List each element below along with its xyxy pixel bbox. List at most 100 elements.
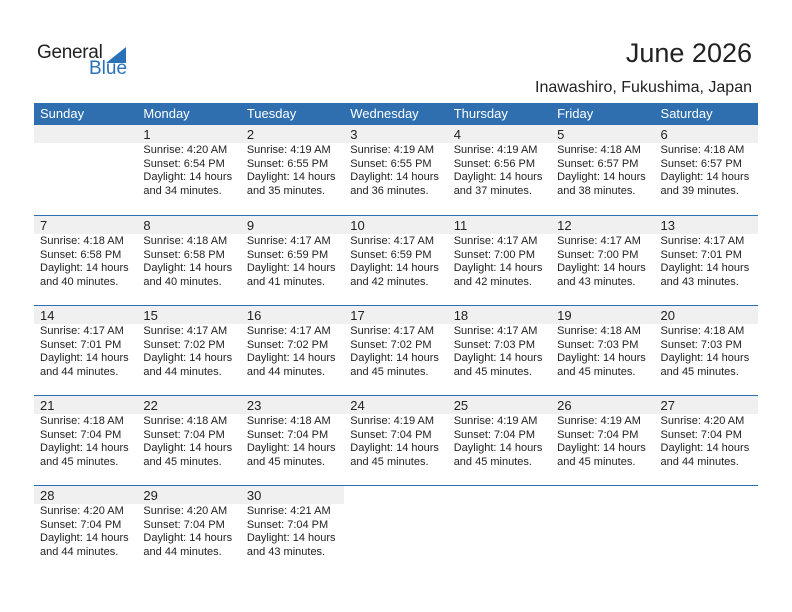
sunset-text: Sunset: 6:59 PM [246,248,329,261]
day-cell: 1 Sunrise: 4:20 AM Sunset: 6:54 PM Daylight… [137,125,241,215]
calendar-grid: Sunday Monday Tuesday Wednesday Thursday Frid… [34,103,758,575]
day-number: 9 [240,216,345,234]
day-number: 21 [34,396,138,414]
sunset-text: Sunset: 7:04 PM [143,518,225,531]
sunset-text: Sunset: 6:57 PM [660,157,742,170]
minutes-text: and 38 minutes. [557,184,636,197]
daylight-text: Daylight: 14 hours [453,442,543,454]
day-cell: 23 Sunrise: 4:18 AM Sunset: 7:04 PM Dayligh… [240,396,345,485]
day-info: Sunrise: 4:19 AM Sunset: 6:55 PM Daylight:… [344,143,447,198]
sunset-text: Sunset: 7:00 PM [557,248,639,261]
sunset-text: Sunset: 7:02 PM [350,338,432,351]
day-info: Sunrise: 4:20 AM Sunset: 7:04 PM Daylight:… [655,414,758,469]
sunset-text: Sunset: 7:04 PM [40,518,122,531]
sunset-text: Sunset: 7:03 PM [557,338,639,351]
sunrise-text: Sunrise: 4:17 AM [246,235,331,247]
day-number: 28 [34,486,138,504]
daylight-text: Daylight: 14 hours [557,262,646,274]
sunset-text: Sunset: 7:01 PM [660,248,742,261]
daylight-text: Daylight: 14 hours [557,442,646,454]
minutes-text: and 45 minutes. [453,365,532,378]
daylight-text: Daylight: 14 hours [143,442,233,454]
daylight-text: Daylight: 14 hours [246,352,336,364]
minutes-text: and 45 minutes. [40,455,119,468]
day-number [448,486,551,504]
daylight-text: Daylight: 14 hours [246,262,336,274]
day-cell: 11 Sunrise: 4:17 AM Sunset: 7:00 PM Dayligh… [447,216,552,305]
day-number: 18 [447,306,552,324]
day-cell: 4 Sunrise: 4:19 AM Sunset: 6:56 PM Daylight… [447,125,552,215]
sunset-text: Sunset: 6:54 PM [143,157,225,170]
day-number: 6 [654,125,758,143]
sunrise-text: Sunrise: 4:21 AM [246,505,331,517]
weekday-monday: Monday [143,106,190,121]
minutes-text: and 44 minutes. [143,365,222,378]
day-number: 22 [137,396,241,414]
sunrise-text: Sunrise: 4:17 AM [143,325,228,337]
minutes-text: and 44 minutes. [246,365,326,378]
day-cell: 20 Sunrise: 4:18 AM Sunset: 7:03 PM Dayligh… [654,306,758,395]
day-cell: 25 Sunrise: 4:19 AM Sunset: 7:04 PM Dayligh… [447,396,552,485]
day-cell: 7 Sunrise: 4:18 AM Sunset: 6:58 PM Daylight… [34,216,138,305]
daylight-text: Daylight: 14 hours [246,532,336,544]
minutes-text: and 45 minutes. [350,455,429,468]
daylight-text: Daylight: 14 hours [246,442,336,454]
sunrise-text: Sunrise: 4:17 AM [40,325,124,337]
sunset-text: Sunset: 7:04 PM [453,428,536,441]
sunrise-text: Sunrise: 4:19 AM [453,144,538,156]
day-cell: 6 Sunrise: 4:18 AM Sunset: 6:57 PM Daylight… [654,125,758,215]
sunrise-text: Sunrise: 4:17 AM [557,235,641,247]
logo: General Blue [37,42,132,82]
day-info: Sunrise: 4:18 AM Sunset: 7:04 PM Daylight:… [34,414,137,469]
minutes-text: and 45 minutes. [143,455,222,468]
sunset-text: Sunset: 7:01 PM [40,338,122,351]
day-number: 14 [34,306,138,324]
day-number: 27 [654,396,758,414]
weekday-wednesday: Wednesday [350,106,419,121]
sunrise-text: Sunrise: 4:18 AM [660,144,745,156]
sunrise-text: Sunrise: 4:17 AM [350,235,435,247]
day-cell: 10 Sunrise: 4:17 AM Sunset: 6:59 PM Dayligh… [344,216,448,305]
day-number: 16 [240,306,345,324]
day-number: 25 [447,396,552,414]
day-info: Sunrise: 4:18 AM Sunset: 7:03 PM Daylight:… [551,324,654,379]
week-row: 21 Sunrise: 4:18 AM Sunset: 7:04 PM Dayligh… [34,395,758,485]
sunrise-text: Sunrise: 4:18 AM [660,325,745,337]
daylight-text: Daylight: 14 hours [40,532,129,544]
minutes-text: and 45 minutes. [246,455,326,468]
empty-cell [551,486,654,575]
minutes-text: and 37 minutes. [453,184,532,197]
sunrise-text: Sunrise: 4:17 AM [246,325,331,337]
sunrise-text: Sunrise: 4:20 AM [143,505,228,517]
day-cell: 5 Sunrise: 4:18 AM Sunset: 6:57 PM Daylight… [551,125,655,215]
day-number: 7 [34,216,138,234]
sunrise-text: Sunrise: 4:18 AM [246,415,331,427]
sunrise-text: Sunrise: 4:20 AM [660,415,745,427]
minutes-text: and 45 minutes. [557,455,636,468]
day-number: 24 [344,396,448,414]
day-info: Sunrise: 4:17 AM Sunset: 7:03 PM Daylight:… [448,324,551,379]
sunrise-text: Sunrise: 4:18 AM [40,235,124,247]
minutes-text: and 44 minutes. [40,365,119,378]
daylight-text: Daylight: 14 hours [660,352,750,364]
sunrise-text: Sunrise: 4:18 AM [557,325,641,337]
day-number: 13 [654,216,758,234]
day-info: Sunrise: 4:20 AM Sunset: 7:04 PM Daylight:… [34,504,137,559]
sunrise-text: Sunrise: 4:19 AM [246,144,331,156]
day-info: Sunrise: 4:20 AM Sunset: 7:04 PM Daylight:… [137,504,240,559]
day-info: Sunrise: 4:17 AM Sunset: 7:00 PM Daylight:… [551,234,654,289]
sunset-text: Sunset: 6:56 PM [453,157,536,170]
minutes-text: and 36 minutes. [350,184,429,197]
sunset-text: Sunset: 7:04 PM [40,428,122,441]
sunrise-text: Sunrise: 4:18 AM [143,415,228,427]
day-number: 1 [137,125,241,143]
sunset-text: Sunset: 7:04 PM [350,428,432,441]
daylight-text: Daylight: 14 hours [246,171,336,183]
daylight-text: Daylight: 14 hours [143,532,233,544]
daylight-text: Daylight: 14 hours [40,262,129,274]
sunset-text: Sunset: 6:58 PM [40,248,122,261]
day-number: 12 [551,216,655,234]
logo-triangle-icon [106,47,126,63]
day-cell: 27 Sunrise: 4:20 AM Sunset: 7:04 PM Dayligh… [654,396,758,485]
day-info: Sunrise: 4:17 AM Sunset: 6:59 PM Daylight:… [241,234,344,289]
